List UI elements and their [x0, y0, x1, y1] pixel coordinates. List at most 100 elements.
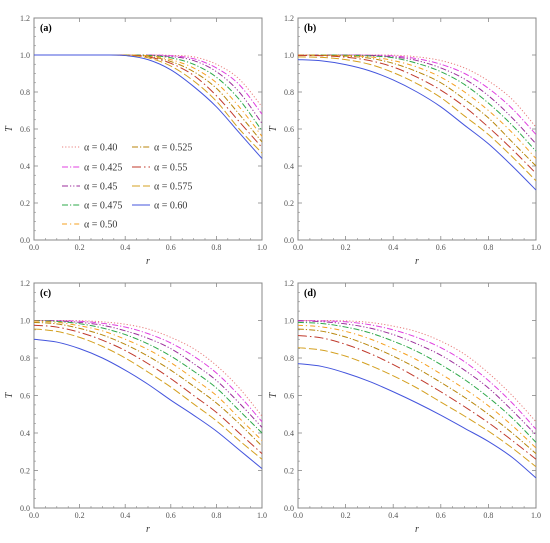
panel-a-series-0-525	[34, 54, 263, 143]
panel-c-xtick-label: 0.8	[211, 511, 221, 520]
panel-d-ytick-label: 0.6	[284, 392, 294, 401]
panel-a-x-axis-label: r	[146, 256, 150, 267]
panel-a-y-axis-label: T	[4, 125, 15, 132]
panel-b: 0.0 0.2 0.4 0.6 0.8 1.0 0.0 0.2 0.4 0.6 0.8 1.0 1.2 r…	[268, 14, 541, 267]
panel-c-ytick-label: 0.6	[20, 392, 30, 401]
panel-c: 0.0 0.2 0.4 0.6 0.8 1.0 0.0 0.2 0.4 0.6 0.8 1.0 1.2 r…	[4, 279, 267, 535]
legend-entry-0-525: α = 0.525	[154, 143, 192, 154]
panel-d-series-0-50	[297, 324, 537, 449]
panel-c-series-0-60	[33, 338, 263, 470]
panel-a-series-0-55	[34, 54, 263, 148]
panel-b-series-0-575	[297, 56, 537, 182]
panel-c-xtick-label: 0.6	[166, 511, 176, 520]
panel-a-ytick-label: 1.0	[20, 51, 30, 60]
panel-b-xtick-label: 0.4	[388, 243, 398, 252]
panel-d-series-0-525	[297, 328, 537, 455]
legend-entry-0-575: α = 0.575	[154, 182, 192, 193]
panel-d-xtick-label: 0.6	[436, 511, 446, 520]
panel-d-ytick-label: 1.2	[284, 279, 294, 288]
panel-d-xtick-label: 0.2	[341, 511, 351, 520]
panel-c-ytick-label: 0.4	[20, 429, 30, 438]
panel-d-label: (d)	[304, 288, 316, 299]
panel-d-series-0-55	[297, 335, 537, 460]
panel-a-series-0-40	[34, 54, 263, 108]
panel-d-ytick-label: 0.8	[284, 354, 294, 363]
panel-c-series-0-50	[33, 320, 263, 441]
panel-a-series-0-575	[34, 54, 263, 154]
panel-d-series-0-60	[297, 363, 537, 479]
panel-b-xtick-label: 0.6	[436, 243, 446, 252]
panel-a-xtick-label: 0.2	[75, 243, 85, 252]
panel-c-ytick-label: 0.0	[20, 504, 30, 513]
panel-d-x-axis-label: r	[415, 524, 419, 535]
legend-entry-0-475: α = 0.475	[84, 201, 122, 212]
panel-b-ytick-label: 0.4	[284, 162, 294, 171]
panel-b-xtick-label: 1.0	[531, 243, 541, 252]
legend-entry-0-50: α = 0.50	[84, 220, 117, 231]
panel-c-series-0-525	[33, 321, 263, 447]
legend-entry-0-45: α = 0.45	[84, 182, 117, 193]
panel-a-series-0-60	[34, 54, 263, 159]
panel-a-xtick-label: 0.6	[166, 243, 176, 252]
panel-b-ytick-label: 1.0	[284, 51, 294, 60]
panel-b-frame	[297, 17, 537, 241]
panel-b-series-0-50	[297, 54, 537, 159]
panel-c-xtick-label: 0.2	[75, 511, 85, 520]
panel-c-ytick-label: 0.2	[20, 467, 30, 476]
panel-a-legend: α = 0.40 α = 0.425 α = 0.45 α = 0.475 α = 0.…	[62, 143, 192, 231]
panel-c-series-0-475	[33, 320, 263, 434]
panel-c-series-0-425	[33, 320, 263, 423]
panel-a-label: (a)	[40, 23, 52, 34]
panel-b-ytick-label: 0.0	[284, 236, 294, 245]
panel-b-y-axis-label: T	[268, 125, 279, 132]
panel-d-xtick-label: 0.8	[483, 511, 493, 520]
panel-a-xtick-label: 0.0	[29, 243, 39, 252]
panel-a-ytick-label: 0.0	[20, 236, 30, 245]
panel-c-x-axis-label: r	[146, 524, 150, 535]
panel-b-series-0-55	[297, 54, 537, 174]
panel-b-ytick-label: 0.8	[284, 88, 294, 97]
panel-c-ytick-label: 1.2	[20, 279, 30, 288]
panel-a-series-0-45	[34, 54, 263, 124]
panel-b-xtick-label: 0.8	[483, 243, 493, 252]
panel-c-xtick-label: 1.0	[257, 511, 267, 520]
panel-a-ytick-label: 0.4	[20, 162, 30, 171]
panel-a-xtick-label: 0.8	[211, 243, 221, 252]
panel-b-label: (b)	[304, 23, 316, 34]
panel-b-series-0-475	[297, 54, 537, 152]
panel-d-series-0-475	[297, 321, 537, 443]
panel-d-ytick-label: 0.4	[284, 429, 294, 438]
panel-c-xtick-label: 0.4	[120, 511, 130, 520]
panel-a-ytick-label: 0.6	[20, 125, 30, 134]
panel-c-xtick-label: 0.0	[29, 511, 39, 520]
legend-entry-0-425: α = 0.425	[84, 163, 122, 174]
panel-d-series-0-40	[297, 319, 537, 423]
panel-d-series-0-425	[297, 320, 537, 430]
panel-d-ytick-label: 0.2	[284, 467, 294, 476]
panel-c-label: (c)	[40, 288, 51, 299]
panel-c-ytick-label: 1.0	[20, 317, 30, 326]
panel-b-ytick-label: 1.2	[284, 14, 294, 23]
legend-entry-0-60: α = 0.60	[154, 201, 187, 212]
panel-d-series-0-575	[297, 347, 537, 468]
panel-d-xtick-label: 0.0	[293, 511, 303, 520]
panel-d-xtick-label: 0.4	[388, 511, 398, 520]
panel-a-xtick-label: 0.4	[120, 243, 130, 252]
panel-c-series-0-575	[33, 328, 263, 460]
panel-d-frame	[297, 282, 537, 509]
panel-a-xtick-label: 1.0	[257, 243, 267, 252]
panel-b-x-axis-label: r	[415, 256, 419, 267]
panel-b-xtick-label: 0.2	[341, 243, 351, 252]
panel-c-ytick-label: 0.8	[20, 354, 30, 363]
panel-b-series-0-40	[298, 54, 537, 128]
panel-b-ytick-label: 0.2	[284, 199, 294, 208]
panel-a: 0.0 0.2 0.4 0.6 0.8 1.0 0.0 0.2 0.4 0.6 0.8 1.0 1.2 r…	[4, 14, 267, 267]
legend-entry-0-40: α = 0.40	[84, 143, 117, 154]
panel-a-series-0-425	[34, 54, 263, 115]
panel-a-frame	[33, 17, 263, 241]
panel-b-series-0-45	[298, 54, 537, 145]
panel-d-y-axis-label: T	[268, 391, 279, 398]
panel-c-series-0-40	[33, 319, 263, 417]
panel-d-series-0-45	[297, 320, 537, 436]
panel-c-series-0-45	[33, 320, 263, 428]
